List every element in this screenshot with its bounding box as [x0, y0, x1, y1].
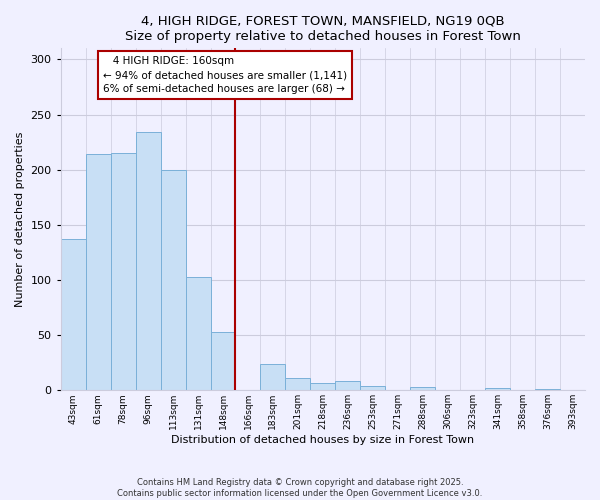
Text: 4 HIGH RIDGE: 160sqm
← 94% of detached houses are smaller (1,141)
6% of semi-det: 4 HIGH RIDGE: 160sqm ← 94% of detached h… [103, 56, 347, 94]
Bar [310, 382, 335, 390]
Bar [485, 388, 510, 390]
Bar [361, 386, 385, 390]
Bar [61, 239, 86, 390]
Bar [136, 132, 161, 390]
Title: 4, HIGH RIDGE, FOREST TOWN, MANSFIELD, NG19 0QB
Size of property relative to det: 4, HIGH RIDGE, FOREST TOWN, MANSFIELD, N… [125, 15, 521, 43]
X-axis label: Distribution of detached houses by size in Forest Town: Distribution of detached houses by size … [171, 435, 475, 445]
Bar [185, 276, 211, 390]
Bar [335, 382, 361, 390]
Bar [410, 387, 435, 390]
Bar [110, 153, 136, 390]
Bar [286, 378, 310, 390]
Bar [86, 154, 110, 390]
Y-axis label: Number of detached properties: Number of detached properties [15, 132, 25, 307]
Bar [260, 364, 286, 390]
Bar [161, 170, 185, 390]
Bar [211, 332, 235, 390]
Bar [535, 389, 560, 390]
Text: Contains HM Land Registry data © Crown copyright and database right 2025.
Contai: Contains HM Land Registry data © Crown c… [118, 478, 482, 498]
